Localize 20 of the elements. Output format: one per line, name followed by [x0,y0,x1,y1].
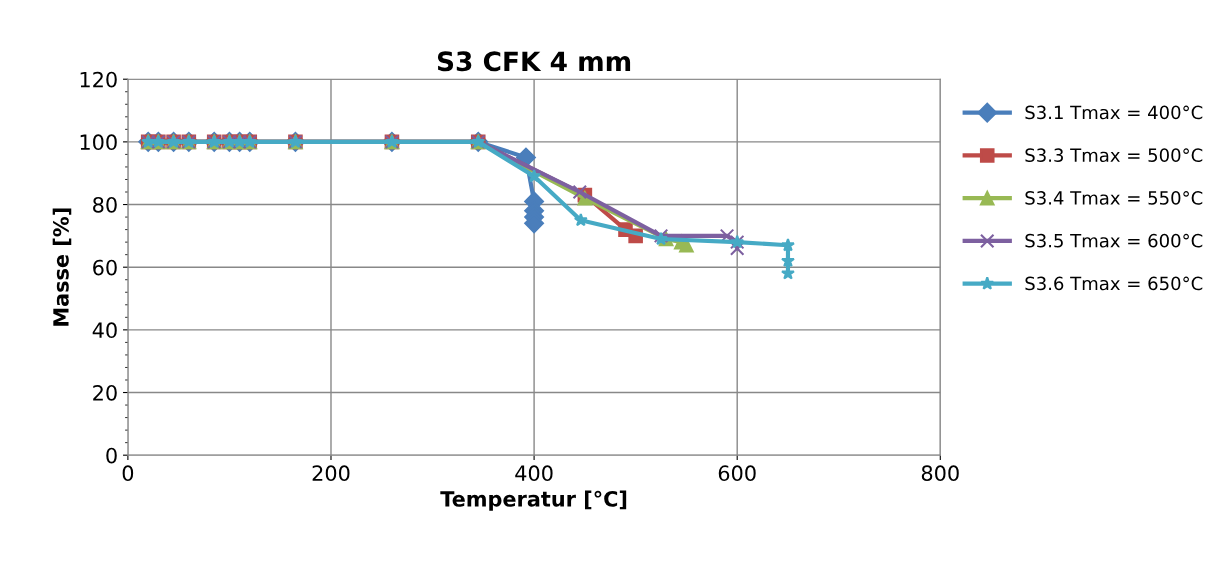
y-tick-label: 40 [92,322,117,339]
legend-label: S3.1 Tmax = 400°C [1025,105,1203,120]
y-tick-label: 0 [106,447,117,464]
y-tick-label: 60 [93,259,117,276]
x-tick-label: 800 [921,465,959,482]
y-axis-title: Masse [%] [52,208,72,326]
legend-label: S3.5 Tmax = 600°C [1025,233,1203,248]
legend-label: S3.4 Tmax = 550°C [1025,191,1203,205]
legend-label: S3.3 Tmax = 500°C [1025,148,1203,163]
legend-label: S3.6 Tmax = 650°C [1025,276,1203,291]
y-tick-label: 80 [93,196,117,213]
x-tick-label: 0 [122,465,134,482]
x-tick-label: 200 [312,465,350,482]
y-tick-label: 100 [80,134,117,151]
x-axis-title: Temperatur [°C] [440,490,627,511]
y-tick-label: 20 [93,384,117,401]
chart-title: S3 CFK 4 mm [437,51,631,72]
x-tick-label: 600 [718,465,756,482]
y-tick-label: 120 [80,71,117,88]
x-tick-label: 400 [515,465,553,482]
